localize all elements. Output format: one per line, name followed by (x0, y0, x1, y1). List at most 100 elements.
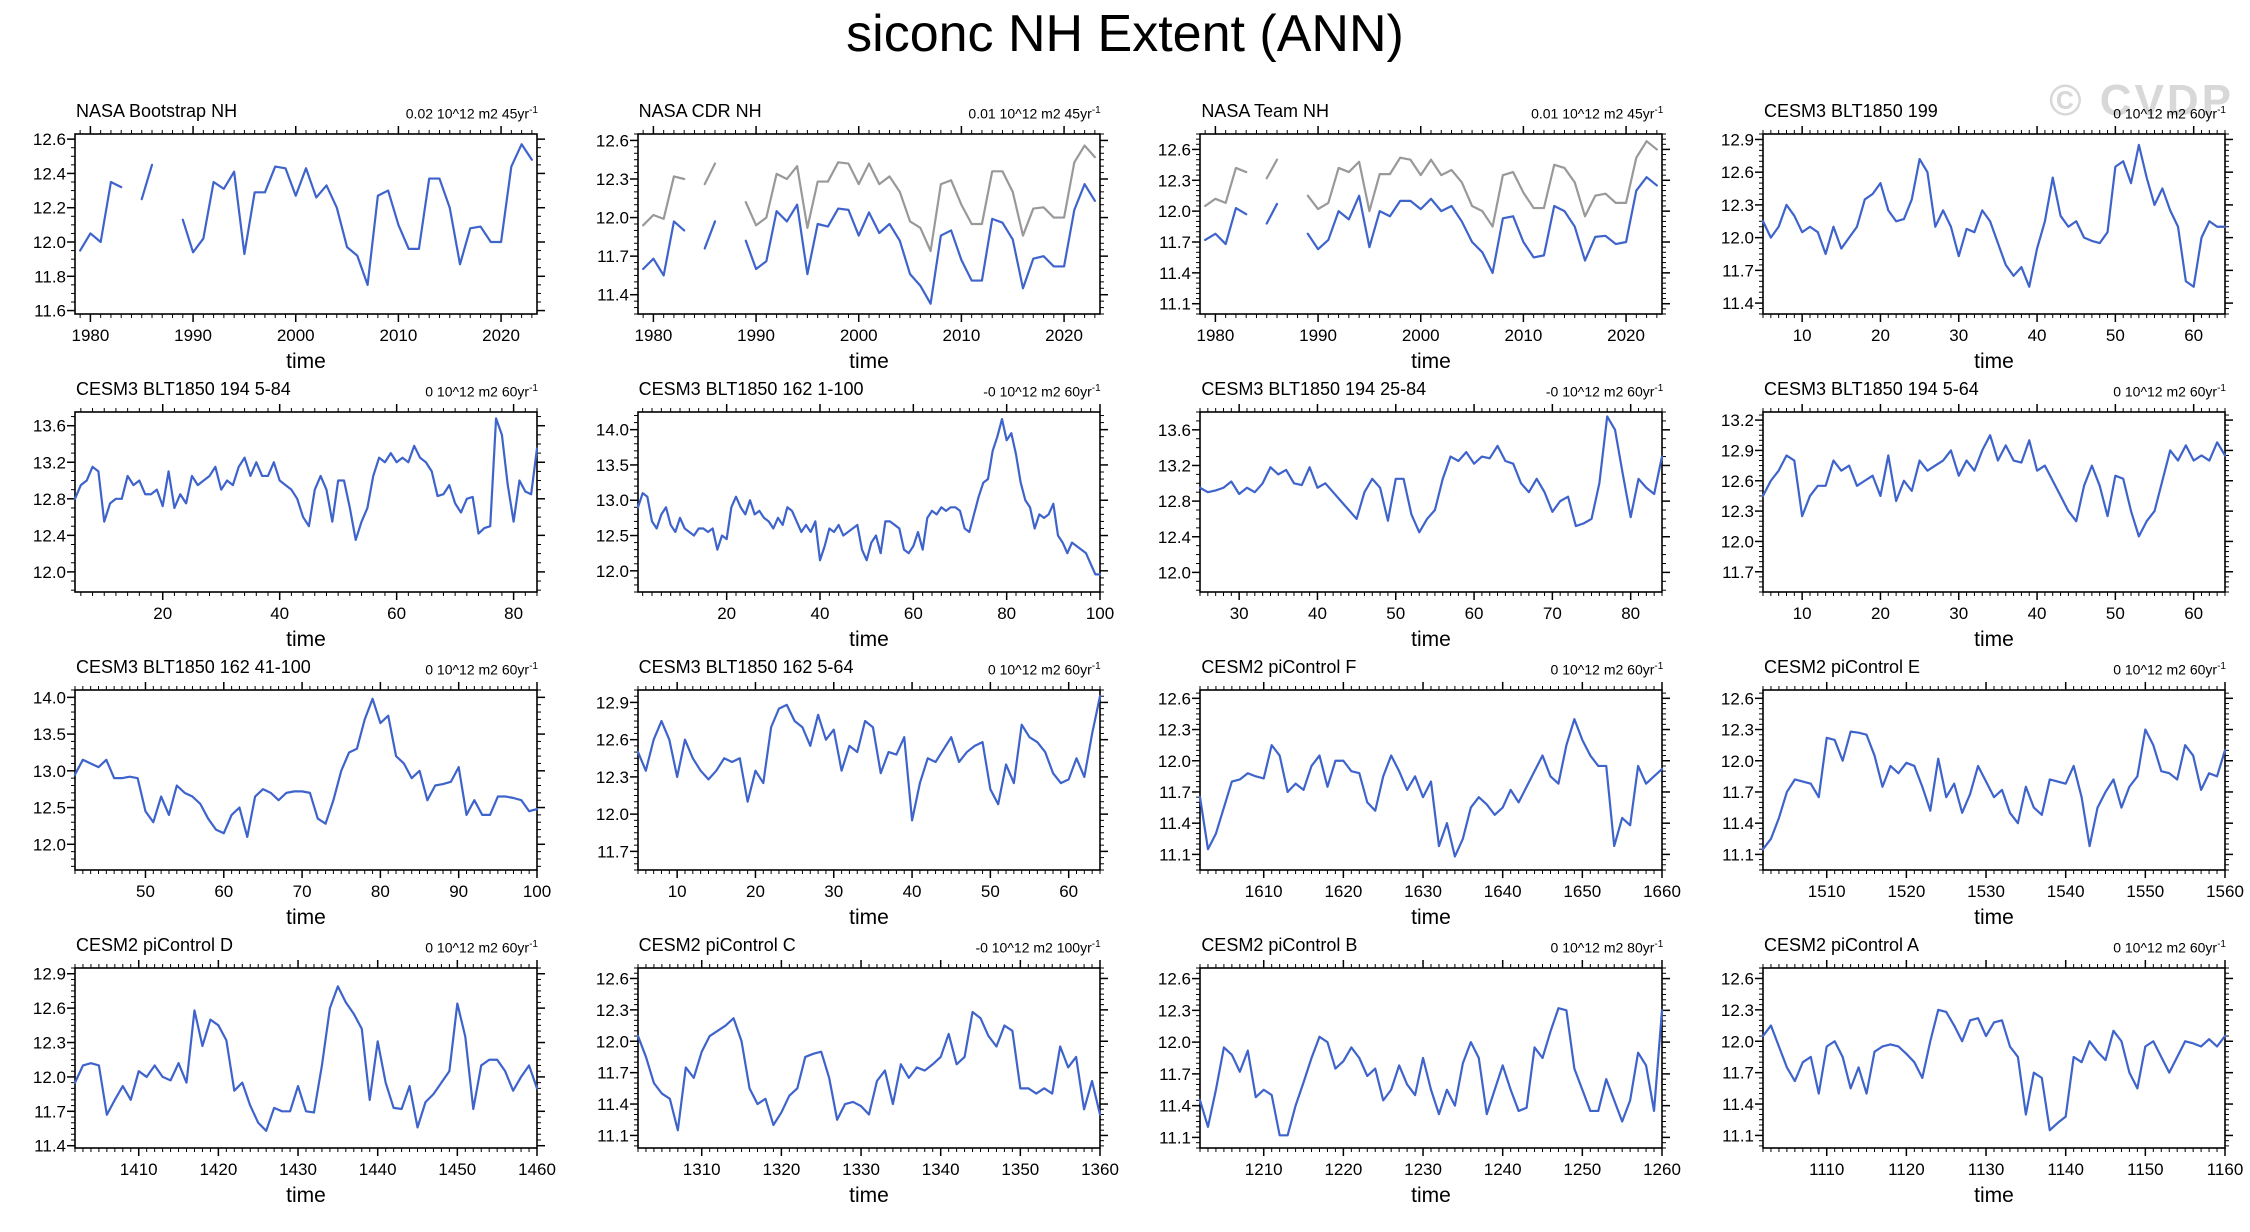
trend-exponent: -1 (2217, 383, 2226, 395)
panel-title: CESM2 piControl A (1763, 935, 1920, 955)
trend-exponent: -1 (529, 383, 538, 395)
y-tick-label: 13.2 (1158, 456, 1191, 475)
chart-panel: CESM3 BLT1850 162 5-64 0 10^12 m2 60yr-1… (563, 652, 1125, 930)
plot-frame (1762, 689, 2226, 871)
axis-ticks (1192, 682, 1671, 878)
y-tick-label: 11.1 (597, 1126, 629, 1145)
x-tick-label: 1310 (682, 1160, 720, 1179)
x-axis-label: time (286, 350, 326, 372)
plot-frame (1199, 411, 1664, 593)
trend-exponent: -1 (1654, 661, 1664, 673)
x-tick-label: 2010 (379, 326, 417, 345)
trend-value: 0 10^12 m2 60yr (2113, 662, 2218, 678)
trend-value: 0 10^12 m2 60yr (1550, 662, 1655, 678)
y-tick-label: 11.4 (1722, 1095, 1754, 1114)
panel-header: CESM3 BLT1850 162 1-100 -0 10^12 m2 60yr… (639, 374, 1101, 400)
axis-ticks (1754, 682, 2233, 878)
y-tick-label: 11.7 (1159, 233, 1191, 252)
panel-title: CESM3 BLT1850 162 1-100 (638, 379, 864, 399)
x-tick-label: 2020 (1607, 326, 1645, 345)
x-tick-label: 100 (523, 882, 551, 901)
panel-title: NASA Bootstrap NH (76, 101, 238, 121)
y-tick-label: 11.1 (1159, 845, 1191, 864)
x-tick-label: 50 (136, 882, 155, 901)
x-tick-label: 60 (1465, 604, 1484, 623)
y-tick-label: 12.6 (1721, 689, 1754, 708)
plot-area: 11.1 11.4 11.7 12.0 12.3 12.6 1980 1990 2000 2010… (1158, 126, 1671, 372)
y-tick-label: 11.7 (1722, 261, 1754, 280)
y-tick-label: 11.7 (1722, 563, 1754, 582)
x-axis-label: time (1974, 906, 2014, 928)
plot-area: 11.1 11.4 11.7 12.0 12.3 12.6 1310 1320 1330 1340… (596, 960, 1119, 1206)
axis-ticks (67, 960, 545, 1156)
x-tick-label: 1540 (2047, 882, 2085, 901)
trend-value: 0 10^12 m2 60yr (2113, 384, 2218, 400)
x-tick-label: 40 (902, 882, 921, 901)
axis-ticks (629, 960, 1108, 1156)
plot-area: 11.7 12.0 12.3 12.6 12.9 13.2 10 20 30 40 50 60 time (1721, 404, 2233, 650)
panel-header: CESM2 piControl F 0 10^12 m2 60yr-1 (1201, 652, 1663, 678)
x-tick-label: 30 (824, 882, 843, 901)
trend-exponent: -1 (1091, 105, 1101, 117)
y-tick-label: 13.5 (596, 456, 629, 475)
panel-title: CESM3 BLT1850 194 5-64 (1763, 379, 1979, 399)
plot-area: 12.0 12.4 12.8 13.2 13.6 20 40 60 80 time (33, 404, 545, 650)
trend-value: 0 10^12 m2 80yr (1550, 940, 1655, 956)
tick-labels: 12.0 12.5 13.0 13.5 14.0 20 40 60 80 100 (596, 421, 1114, 623)
y-tick-label: 11.1 (1722, 1126, 1754, 1145)
plot-frame (74, 411, 538, 593)
x-tick-label: 60 (214, 882, 233, 901)
y-tick-label: 12.9 (1721, 130, 1754, 149)
trend-value: 0.01 10^12 m2 45yr (968, 106, 1092, 122)
trend-value: 0.01 10^12 m2 45yr (1531, 106, 1655, 122)
axis-ticks (629, 404, 1108, 600)
x-axis-label: time (1411, 628, 1451, 650)
x-axis-label: time (849, 350, 889, 372)
series-line-extent (1761, 728, 2227, 851)
plot-area: 11.4 11.7 12.0 12.3 12.6 1980 1990 2000 2010 2020… (596, 126, 1108, 372)
x-tick-label: 80 (504, 604, 523, 623)
y-tick-label: 12.0 (33, 233, 66, 252)
x-tick-label: 1420 (199, 1160, 237, 1179)
plot-frame (1762, 133, 2226, 315)
y-tick-label: 11.6 (34, 302, 66, 321)
y-tick-label: 12.6 (33, 999, 66, 1018)
series-line-extent (636, 1010, 1101, 1132)
x-tick-label: 1550 (2126, 882, 2164, 901)
x-tick-label: 10 (1793, 326, 1812, 345)
y-tick-label: 13.2 (1721, 411, 1754, 430)
plot-area: 11.1 11.4 11.7 12.0 12.3 12.6 1210 1220 1230 1240… (1158, 960, 1681, 1206)
panel-header: NASA Team NH 0.01 10^12 m2 45yr-1 (1201, 96, 1663, 122)
x-axis-label: time (849, 628, 889, 650)
plot-area: 11.7 12.0 12.3 12.6 12.9 10 20 30 40 50 60 time (596, 682, 1108, 928)
x-tick-label: 20 (1871, 326, 1890, 345)
tick-labels: 11.1 11.4 11.7 12.0 12.3 12.6 1980 1990 2000 2010… (1158, 140, 1645, 345)
x-tick-label: 1150 (2127, 1160, 2164, 1179)
axis-ticks (629, 682, 1108, 878)
y-tick-label: 11.7 (34, 1102, 66, 1121)
y-tick-label: 12.6 (1721, 969, 1754, 988)
panel-trend-label: 0 10^12 m2 60yr-1 (425, 661, 538, 678)
chart-panel: CESM2 piControl D 0 10^12 m2 60yr-1 11.4… (0, 930, 562, 1208)
y-tick-label: 13.6 (1158, 421, 1191, 440)
chart-panel: CESM2 piControl A 0 10^12 m2 60yr-1 11.1… (1688, 930, 2250, 1208)
x-axis-label: time (286, 906, 326, 928)
x-tick-label: 60 (2184, 604, 2203, 623)
panel-title: CESM3 BLT1850 162 5-64 (638, 657, 854, 677)
trend-value: 0 10^12 m2 60yr (425, 940, 530, 956)
tick-labels: 11.1 11.4 11.7 12.0 12.3 12.6 1310 1320 1330 1340… (596, 969, 1119, 1179)
tick-labels: 11.4 11.7 12.0 12.3 12.6 12.9 1410 1420 1430 1440… (33, 965, 556, 1179)
page-title: siconc NH Extent (ANN) (846, 5, 1404, 63)
plot-area: 11.6 11.8 12.0 12.2 12.4 12.6 1980 1990 2000 2010… (33, 126, 545, 372)
x-tick-label: 40 (2028, 326, 2047, 345)
y-tick-label: 12.0 (1158, 202, 1191, 221)
y-tick-label: 12.3 (1721, 1001, 1754, 1020)
chart-panel: CESM2 piControl E 0 10^12 m2 60yr-1 11.1… (1688, 652, 2250, 930)
x-tick-label: 2010 (1505, 326, 1543, 345)
y-tick-label: 12.2 (33, 199, 66, 218)
plot-area: 11.4 11.7 12.0 12.3 12.6 12.9 10 20 30 40 50 60 time (1721, 126, 2233, 372)
trend-exponent: -1 (2217, 661, 2226, 673)
y-tick-label: 12.6 (596, 969, 629, 988)
x-tick-label: 60 (904, 604, 923, 623)
x-tick-label: 50 (2106, 326, 2125, 345)
